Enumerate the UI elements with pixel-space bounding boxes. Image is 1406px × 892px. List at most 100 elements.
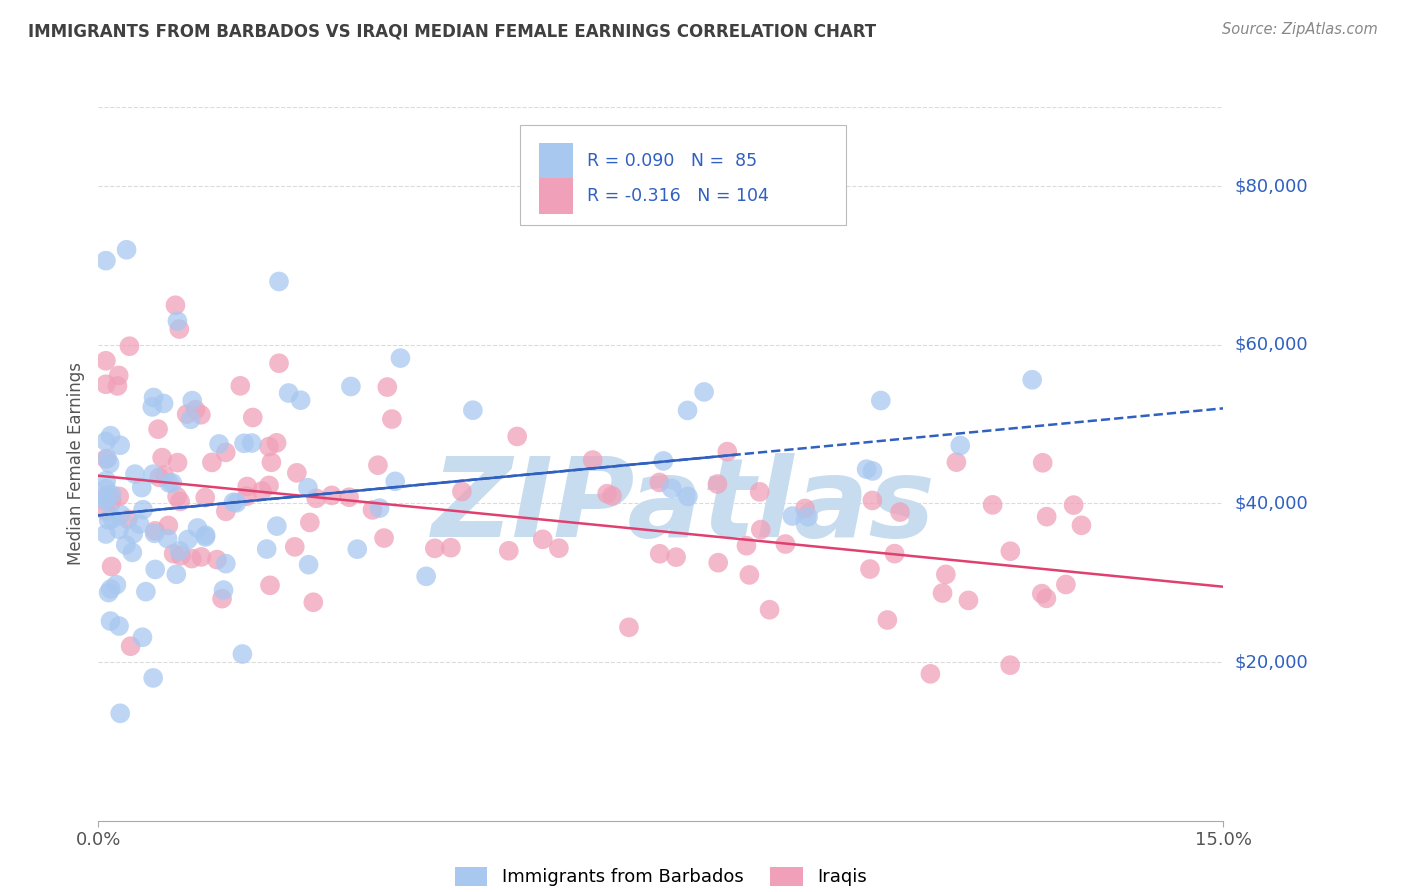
- Point: [797, 509, 820, 524]
- Point: [461, 403, 484, 417]
- Point: [107, 379, 129, 393]
- Point: [735, 539, 758, 553]
- Point: [775, 537, 797, 551]
- Point: [176, 407, 198, 421]
- Point: [782, 509, 804, 524]
- Point: [162, 475, 184, 490]
- Point: [748, 484, 770, 499]
- Point: [222, 495, 245, 509]
- Point: [266, 435, 288, 450]
- Point: [758, 603, 780, 617]
- Point: [290, 393, 312, 408]
- Point: [100, 428, 122, 442]
- Point: [648, 475, 671, 490]
- Point: [368, 501, 391, 516]
- Point: [100, 582, 122, 596]
- Point: [150, 450, 173, 465]
- Point: [117, 512, 139, 526]
- Point: [100, 614, 122, 628]
- Point: [94, 491, 117, 506]
- Point: [235, 489, 257, 503]
- Point: [205, 552, 228, 566]
- Point: [110, 508, 132, 522]
- Text: $20,000: $20,000: [1234, 653, 1308, 671]
- Point: [716, 444, 738, 458]
- Point: [194, 491, 217, 505]
- Point: [706, 477, 728, 491]
- Point: [115, 243, 138, 257]
- Point: [242, 410, 264, 425]
- Point: [596, 486, 619, 500]
- Point: [1032, 456, 1054, 470]
- Point: [181, 393, 204, 408]
- Point: [225, 496, 247, 510]
- Point: [128, 516, 150, 531]
- Point: [945, 455, 967, 469]
- Point: [157, 518, 180, 533]
- Point: [375, 380, 398, 394]
- Point: [97, 513, 120, 527]
- Point: [101, 511, 124, 525]
- Point: [146, 422, 169, 436]
- Point: [201, 455, 224, 469]
- Point: [231, 647, 253, 661]
- Point: [440, 541, 463, 555]
- Point: [506, 429, 529, 443]
- Point: [215, 504, 238, 518]
- Point: [498, 543, 520, 558]
- Point: [108, 522, 131, 536]
- Point: [257, 478, 280, 492]
- Point: [1054, 577, 1077, 591]
- Point: [169, 322, 191, 336]
- Point: [693, 384, 716, 399]
- Text: ZIPatlas: ZIPatlas: [432, 453, 935, 560]
- Point: [124, 467, 146, 482]
- Point: [284, 540, 307, 554]
- Point: [94, 494, 117, 508]
- Point: [177, 533, 200, 547]
- Y-axis label: Median Female Earnings: Median Female Earnings: [67, 362, 86, 566]
- Point: [665, 550, 688, 565]
- Point: [707, 556, 730, 570]
- Point: [142, 391, 165, 405]
- Point: [1021, 373, 1043, 387]
- Point: [156, 532, 179, 546]
- Point: [998, 658, 1021, 673]
- Point: [451, 484, 474, 499]
- Point: [883, 547, 905, 561]
- Point: [617, 620, 640, 634]
- Point: [94, 482, 117, 496]
- Point: [415, 569, 437, 583]
- Point: [652, 454, 675, 468]
- Point: [423, 541, 446, 556]
- Point: [250, 483, 273, 498]
- FancyBboxPatch shape: [520, 125, 846, 225]
- Point: [105, 577, 128, 591]
- Point: [190, 408, 212, 422]
- Point: [143, 562, 166, 576]
- Point: [107, 368, 129, 383]
- Point: [135, 584, 157, 599]
- Point: [190, 549, 212, 564]
- Point: [165, 567, 187, 582]
- Point: [215, 557, 238, 571]
- Point: [170, 549, 193, 563]
- Point: [738, 568, 761, 582]
- Point: [860, 493, 883, 508]
- Point: [120, 639, 142, 653]
- Point: [277, 386, 299, 401]
- Point: [108, 619, 131, 633]
- Point: [869, 393, 891, 408]
- Text: $80,000: $80,000: [1234, 178, 1308, 195]
- Point: [110, 706, 132, 721]
- Point: [132, 502, 155, 516]
- Point: [212, 583, 235, 598]
- Point: [389, 351, 412, 365]
- Point: [100, 494, 122, 508]
- Point: [949, 438, 972, 452]
- Point: [114, 538, 136, 552]
- Point: [108, 438, 131, 452]
- Point: [1031, 587, 1053, 601]
- Point: [184, 402, 207, 417]
- Point: [855, 462, 877, 476]
